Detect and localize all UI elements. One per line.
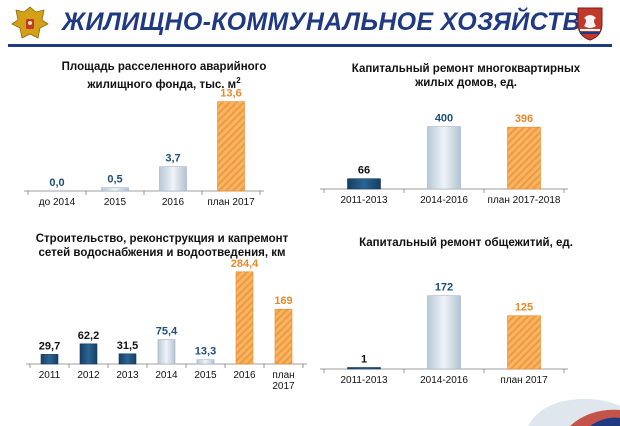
bar: [347, 367, 381, 370]
category-label: 2013: [116, 370, 139, 381]
data-label: 66: [358, 165, 370, 177]
chart-panel-apartment-repair: Капитальный ремонт многоквартирных жилых…: [316, 58, 616, 218]
header-rule: [8, 44, 612, 47]
data-label: 29,7: [39, 340, 60, 352]
chart-apartment-repair: 66 2011-2013 400 2014-2016 396 план 2017-2018: [320, 113, 568, 206]
category-label: 2014-2016: [420, 195, 468, 206]
data-label: 13,3: [195, 346, 216, 358]
chart-title: Строительство, реконструкция и капремонт…: [12, 232, 312, 260]
data-label: 400: [435, 113, 453, 125]
data-label: 0,5: [107, 174, 122, 186]
chart-title-line-2: сетей водоснабжения и водоотведения, км: [38, 247, 286, 259]
page-title: ЖИЛИЩНО-КОММУНАЛЬНОЕ ХОЗЯЙСТВО: [62, 8, 601, 36]
category-label: до 2014: [39, 197, 76, 208]
data-label: 62,2: [78, 330, 99, 342]
bar: [118, 353, 137, 365]
chart-title: Капитальный ремонт многоквартирных жилых…: [316, 62, 616, 90]
chart-emergency-housing: 0,0 до 2014 0,5 2015 3,7 2016 13,6 план 2017: [24, 88, 264, 208]
data-label: 169: [274, 295, 292, 307]
header: ЖИЛИЩНО-КОММУНАЛЬНОЕ ХОЗЯЙСТВО: [0, 0, 620, 48]
data-label: 13,6: [220, 88, 241, 100]
data-label: 172: [435, 282, 453, 294]
bar: [40, 354, 59, 365]
chart-title-line-1: Капитальный ремонт многоквартирных: [351, 63, 581, 75]
data-label: 3,7: [165, 153, 180, 165]
chart-title-line-1: Строительство, реконструкция и капремонт: [35, 233, 289, 245]
bar: [235, 271, 254, 365]
chart-panel-dormitory-repair: Капитальный ремонт общежитий, ед. 1 2011-…: [316, 230, 616, 400]
category-label: 2015: [104, 197, 127, 208]
category-label: план: [272, 370, 294, 381]
chart-title-superscript: 2: [236, 76, 241, 85]
bar: [157, 339, 176, 365]
bar: [507, 126, 541, 190]
chart-panel-emergency-housing: Площадь расселенного аварийного жилищног…: [18, 58, 310, 218]
bar: [196, 359, 215, 365]
category-label: 2016: [233, 370, 256, 381]
category-label: 2016: [162, 197, 185, 208]
data-label: 125: [515, 302, 533, 314]
data-label: 1: [361, 354, 367, 366]
chart-water-networks: 29,7 2011 62,2 2012 31,5 2013 75,4 2014 13,3 2015…: [26, 258, 307, 392]
data-label: 75,4: [156, 326, 178, 338]
category-label: план 2017: [500, 375, 548, 386]
chart-title-line-1: Площадь расселенного аварийного: [61, 61, 267, 73]
data-label: 284,4: [231, 258, 259, 270]
bar: [274, 308, 293, 365]
chart-title-line-2: жилищного фонда, тыс. м: [87, 78, 237, 91]
chart-panel-water-networks: Строительство, реконструкция и капремонт…: [12, 230, 312, 412]
data-label: 396: [515, 113, 533, 125]
crimea-coat-of-arms-icon: [577, 7, 603, 41]
category-label: план 2017: [207, 197, 255, 208]
category-label: 2011: [39, 370, 61, 381]
bar: [427, 295, 461, 370]
category-label: 2011-2013: [340, 375, 388, 386]
bar: [101, 187, 129, 192]
bar: [79, 343, 98, 365]
category-label: 2014: [155, 370, 178, 381]
bar: [159, 166, 187, 192]
chart-title-line-2: жилых домов, ед.: [415, 77, 517, 89]
corner-map-decoration-icon: [528, 398, 620, 426]
chart-dormitory-repair: 1 2011-2013 172 2014-2016 125 план 2017: [320, 282, 568, 386]
bar: [347, 178, 381, 190]
category-label: 2011-2013: [340, 195, 388, 206]
chart-title: Площадь расселенного аварийного жилищног…: [18, 60, 310, 92]
bar: [217, 101, 245, 192]
chart-title-line-1: Капитальный ремонт общежитий, ед.: [359, 237, 573, 249]
category-label: 2017: [272, 381, 295, 392]
category-label: 2014-2016: [420, 375, 468, 386]
category-label: план 2017-2018: [488, 195, 561, 206]
data-label: 0,0: [49, 177, 64, 189]
bar: [507, 315, 541, 370]
category-label: 2012: [77, 370, 100, 381]
bar: [427, 126, 461, 190]
chart-title: Капитальный ремонт общежитий, ед.: [316, 236, 616, 250]
data-label: 31,5: [117, 340, 138, 352]
category-label: 2015: [194, 370, 217, 381]
russian-coat-of-arms-icon: [11, 6, 49, 39]
